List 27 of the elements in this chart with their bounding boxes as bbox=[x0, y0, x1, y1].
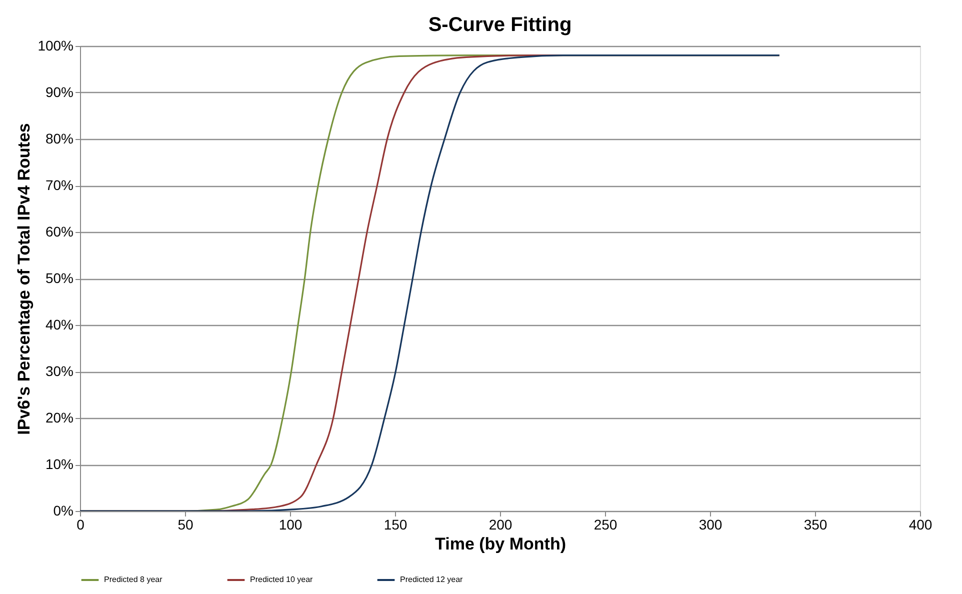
x-tick-label: 0 bbox=[76, 516, 85, 532]
legend-label: Predicted 12 year bbox=[400, 575, 464, 584]
x-tick-label: 300 bbox=[698, 516, 722, 532]
chart-title: S-Curve Fitting bbox=[428, 14, 572, 36]
y-tick-label: 40% bbox=[45, 316, 74, 332]
x-axis-title: Time (by Month) bbox=[435, 534, 566, 554]
x-tick-label: 200 bbox=[488, 516, 512, 532]
x-tick-label: 400 bbox=[908, 516, 932, 532]
x-tick-label: 50 bbox=[178, 516, 194, 532]
y-tick-label: 100% bbox=[38, 38, 74, 54]
y-tick-label: 80% bbox=[45, 130, 74, 146]
y-tick-label: 50% bbox=[45, 270, 74, 286]
y-tick-label: 20% bbox=[45, 410, 74, 426]
y-tick-label: 70% bbox=[45, 177, 74, 193]
x-tick-label: 250 bbox=[594, 516, 618, 532]
legend-label: Predicted 10 year bbox=[250, 575, 314, 584]
y-tick-label: 0% bbox=[53, 502, 74, 518]
line-series bbox=[80, 54, 780, 511]
y-tick-label: 90% bbox=[45, 84, 74, 100]
x-tick-label: 150 bbox=[384, 516, 408, 532]
y-axis-title: IPv6's Percentage of Total IPv4 Routes bbox=[14, 123, 34, 435]
x-tick-label: 350 bbox=[804, 516, 828, 532]
y-tick-label: 10% bbox=[45, 456, 74, 472]
x-tick-label: 100 bbox=[278, 516, 302, 532]
y-tick-label: 60% bbox=[45, 224, 74, 240]
y-tick-label: 30% bbox=[45, 363, 74, 379]
legend-label: Predicted 8 year bbox=[104, 575, 163, 584]
